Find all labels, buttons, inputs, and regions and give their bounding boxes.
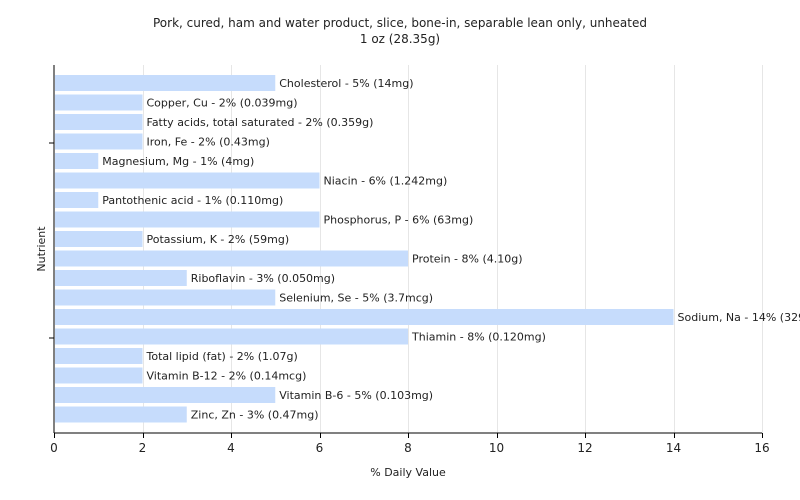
bar-label: Iron, Fe - 2% (0.43mg)	[147, 136, 270, 149]
bar-label: Pantothenic acid - 1% (0.110mg)	[102, 194, 283, 207]
bars: Cholesterol - 5% (14mg) Copper, Cu - 2% (…	[55, 75, 800, 423]
bar	[55, 270, 187, 286]
x-tick-label: 10	[489, 441, 504, 455]
x-tick-label: 12	[577, 441, 592, 455]
grid-lines	[143, 65, 763, 433]
x-tick-label: 6	[316, 441, 324, 455]
chart-subtitle: 1 oz (28.35g)	[359, 32, 441, 46]
bar-label: Vitamin B-6 - 5% (0.103mg)	[279, 389, 433, 402]
bar-label: Magnesium, Mg - 1% (4mg)	[102, 155, 254, 168]
bar	[55, 367, 143, 384]
x-axis-label: % Daily Value	[370, 466, 446, 479]
bar-label: Thiamin - 8% (0.120mg)	[411, 331, 546, 344]
axes	[49, 65, 763, 438]
bar-label: Total lipid (fat) - 2% (1.07g)	[146, 350, 298, 363]
bar-label: Protein - 8% (4.10g)	[412, 253, 523, 266]
x-tick-labels: 0 2 4 6 8 10 12 14 16	[50, 441, 769, 455]
y-axis-label: Nutrient	[35, 226, 48, 272]
bar-label: Phosphorus, P - 6% (63mg)	[324, 214, 474, 227]
bar-label: Vitamin B-12 - 2% (0.14mcg)	[147, 370, 307, 383]
chart-title-block: Pork, cured, ham and water product, slic…	[0, 15, 800, 47]
bar	[55, 114, 143, 130]
bar-label: Fatty acids, total saturated - 2% (0.359…	[147, 116, 374, 129]
bar	[55, 289, 276, 306]
bar-label: Zinc, Zn - 3% (0.47mg)	[191, 409, 319, 422]
bar	[55, 211, 320, 228]
bar	[55, 309, 674, 325]
chart-title: Pork, cured, ham and water product, slic…	[153, 16, 647, 30]
bar	[55, 172, 320, 189]
bar	[55, 328, 408, 345]
bar-label: Sodium, Na - 14% (329mg)	[678, 311, 800, 324]
bar-label: Selenium, Se - 5% (3.7mcg)	[279, 292, 433, 305]
x-tick-label: 4	[227, 441, 235, 455]
bar-label: Riboflavin - 3% (0.050mg)	[191, 272, 335, 285]
x-tick-label: 14	[666, 441, 681, 455]
bar-label: Cholesterol - 5% (14mg)	[279, 77, 413, 90]
bar	[55, 153, 99, 169]
x-tick-label: 2	[139, 441, 147, 455]
x-tick-label: 0	[50, 441, 58, 455]
bar	[55, 192, 99, 208]
bar	[55, 75, 276, 91]
bar	[55, 387, 276, 403]
bar	[55, 133, 143, 150]
bar-label: Potassium, K - 2% (59mg)	[147, 233, 290, 246]
x-tick-label: 16	[754, 441, 769, 455]
bar-label: Copper, Cu - 2% (0.039mg)	[147, 97, 298, 110]
bar	[55, 348, 143, 364]
bar	[55, 94, 143, 111]
bar	[55, 250, 408, 267]
bar	[55, 406, 187, 423]
bar	[55, 231, 143, 247]
x-tick-label: 8	[404, 441, 412, 455]
bar-label: Niacin - 6% (1.242mg)	[324, 175, 448, 188]
